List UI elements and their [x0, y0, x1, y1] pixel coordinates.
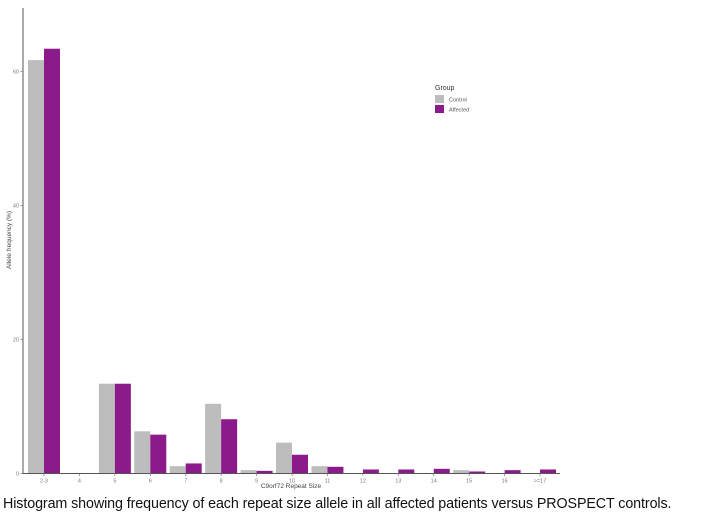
x-tick-label: 9: [255, 479, 258, 485]
x-tick-label: 13: [395, 479, 401, 485]
bar-control-2-3: [28, 60, 44, 474]
bar-control-11: [311, 466, 328, 474]
y-tick-label: 20: [13, 338, 19, 344]
y-tick-label: 60: [13, 70, 19, 76]
bar-affected->=17: [540, 469, 557, 474]
x-tick-label: 5: [113, 479, 116, 485]
x-tick-label: 7: [184, 479, 187, 485]
bar-affected-11: [327, 466, 344, 474]
bar-control-5: [98, 383, 115, 474]
y-axis-ticks: 0 20 40 60: [13, 70, 23, 478]
y-tick-label: 0: [16, 472, 19, 478]
bar-affected-7: [185, 463, 202, 474]
bar-control-10: [276, 442, 293, 474]
x-tick-label: 6: [149, 479, 152, 485]
bar-control-6: [134, 431, 151, 474]
legend-swatch-control: [435, 95, 444, 103]
legend-swatch-affected: [435, 105, 444, 113]
bar-affected-2-3: [44, 48, 60, 474]
bar-affected-12: [362, 469, 379, 474]
y-tick-label: 40: [13, 204, 19, 210]
legend-label-affected: Affected: [449, 108, 469, 114]
x-axis-ticks: 2-3 4 5 6 7 8 9 10 11 12 13 14 15 16 >=17: [40, 473, 547, 485]
bar-affected-13: [398, 469, 415, 474]
x-tick-label: 11: [325, 479, 331, 485]
x-axis-title: C9orf72 Repeat Size: [261, 483, 322, 490]
bar-control-7: [169, 466, 186, 474]
bar-affected-15: [469, 471, 486, 474]
x-tick-label: >=17: [534, 479, 547, 485]
bar-affected-10: [292, 454, 309, 474]
x-tick-label: 2-3: [40, 479, 48, 485]
legend-label-control: Control: [449, 98, 467, 104]
x-tick-label: 10: [289, 479, 295, 485]
bar-control-8: [205, 403, 222, 474]
bar-affected-16: [504, 470, 521, 474]
bar-affected-6: [150, 434, 167, 474]
legend: Group Control Affected: [435, 85, 469, 114]
x-tick-label: 16: [502, 479, 508, 485]
x-tick-label: 8: [220, 479, 223, 485]
bar-control-15: [453, 470, 470, 474]
x-tick-label: 12: [360, 479, 366, 485]
bar-group: [28, 48, 557, 474]
y-axis-title: Allele frequency (%): [6, 211, 13, 269]
bar-control-9: [240, 470, 257, 474]
legend-title: Group: [435, 85, 455, 92]
figure-caption: Histogram showing frequency of each repe…: [3, 496, 672, 512]
x-tick-label: 14: [431, 479, 437, 485]
x-tick-label: 4: [78, 479, 81, 485]
x-tick-label: 15: [466, 479, 472, 485]
bar-affected-8: [221, 419, 238, 474]
bar-affected-9: [256, 470, 273, 474]
histogram-chart: 0 20 40 60 2-3 4 5 6 7 8 9 10 11 12 13 14 15 16 >=17 C9or…: [6, 8, 560, 490]
bar-affected-5: [114, 383, 131, 474]
bar-affected-14: [433, 468, 450, 474]
